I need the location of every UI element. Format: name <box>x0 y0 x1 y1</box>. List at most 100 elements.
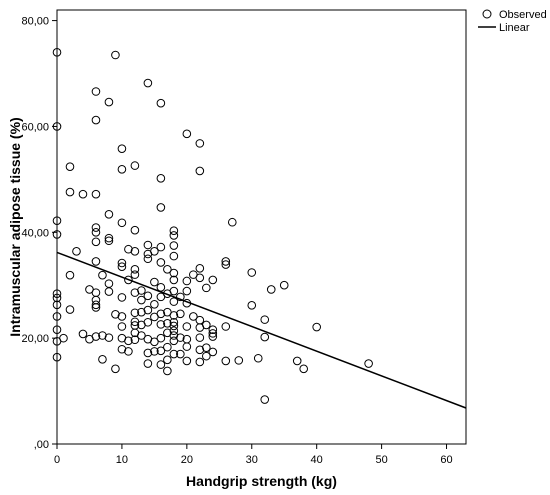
data-point <box>91 87 101 96</box>
data-point <box>104 279 114 288</box>
data-point <box>104 236 114 246</box>
data-point <box>143 317 153 327</box>
data-point <box>117 262 127 271</box>
data-point <box>176 333 185 342</box>
y-tick-label: ,00 <box>34 439 49 451</box>
data-point <box>117 312 127 321</box>
data-point <box>117 322 127 331</box>
data-point <box>169 317 179 327</box>
legend-label-linear: Linear <box>499 22 530 34</box>
data-point <box>137 295 146 305</box>
data-point <box>111 50 120 60</box>
data-point <box>169 326 179 336</box>
plot-area <box>52 48 467 409</box>
data-point <box>169 286 179 296</box>
data-point <box>247 301 257 310</box>
data-point <box>130 335 140 345</box>
data-point <box>91 300 101 310</box>
data-point <box>130 270 140 279</box>
data-point <box>124 347 133 356</box>
legend: Observed Linear <box>478 9 547 34</box>
data-point <box>156 360 166 369</box>
data-point <box>182 129 192 139</box>
data-point <box>312 322 321 332</box>
x-tick-label: 10 <box>116 454 128 466</box>
data-point <box>117 218 127 228</box>
data-point <box>156 242 166 252</box>
x-tick-label: 30 <box>246 454 258 466</box>
data-point <box>143 359 153 368</box>
data-point <box>117 293 127 302</box>
x-tick-label: 40 <box>311 454 323 466</box>
data-point <box>208 332 218 341</box>
data-point <box>208 325 218 334</box>
data-point <box>195 315 205 325</box>
data-point <box>169 231 179 240</box>
data-point <box>169 297 179 306</box>
data-point <box>189 312 198 321</box>
data-point <box>98 270 107 280</box>
data-point <box>150 277 159 287</box>
data-point <box>260 332 270 342</box>
data-point <box>65 305 75 314</box>
data-point <box>195 273 205 283</box>
data-point <box>156 98 166 108</box>
data-point <box>221 257 231 266</box>
data-point <box>104 333 114 342</box>
x-tick-label: 20 <box>181 454 193 466</box>
data-point <box>130 265 140 274</box>
data-point <box>202 320 211 330</box>
x-tick-label: 50 <box>375 454 387 466</box>
data-point <box>279 280 289 290</box>
data-point <box>91 288 101 297</box>
data-point <box>150 337 159 347</box>
data-point <box>143 78 153 88</box>
data-point <box>91 257 101 266</box>
data-point <box>130 288 140 297</box>
data-point <box>156 174 166 183</box>
data-point <box>202 343 211 352</box>
data-point <box>234 356 244 365</box>
data-point <box>124 244 133 254</box>
data-point <box>104 97 114 107</box>
data-point <box>156 258 166 267</box>
data-point <box>176 309 185 319</box>
data-point <box>208 347 218 357</box>
x-tick-label: 60 <box>440 454 452 466</box>
data-point <box>169 251 179 261</box>
data-point <box>130 308 140 318</box>
data-point <box>156 309 166 319</box>
data-point <box>163 265 172 274</box>
data-point <box>150 247 159 256</box>
y-axis-title: Intramuscular adipose tissue (%) <box>7 117 23 336</box>
data-point <box>169 321 179 331</box>
data-point <box>221 322 231 331</box>
data-point <box>195 333 205 342</box>
data-point <box>253 353 263 363</box>
data-point <box>195 263 205 273</box>
data-point <box>91 332 101 341</box>
data-point <box>104 287 114 296</box>
data-point <box>65 187 75 197</box>
data-point <box>292 356 302 366</box>
data-point <box>260 315 270 324</box>
data-point <box>208 275 218 285</box>
data-point <box>124 275 133 285</box>
data-point <box>111 364 120 374</box>
data-point <box>91 227 101 237</box>
data-point <box>169 349 179 359</box>
data-point <box>163 342 172 352</box>
data-point <box>117 165 127 174</box>
data-point <box>91 115 101 125</box>
data-point <box>169 226 179 236</box>
data-point <box>137 307 146 317</box>
data-point <box>176 292 185 302</box>
data-point <box>72 247 81 256</box>
data-point <box>78 189 88 199</box>
data-point <box>91 237 101 247</box>
data-point <box>156 283 166 292</box>
data-point <box>163 366 172 376</box>
data-point <box>137 331 146 340</box>
data-point <box>117 144 127 153</box>
data-point <box>260 395 270 404</box>
